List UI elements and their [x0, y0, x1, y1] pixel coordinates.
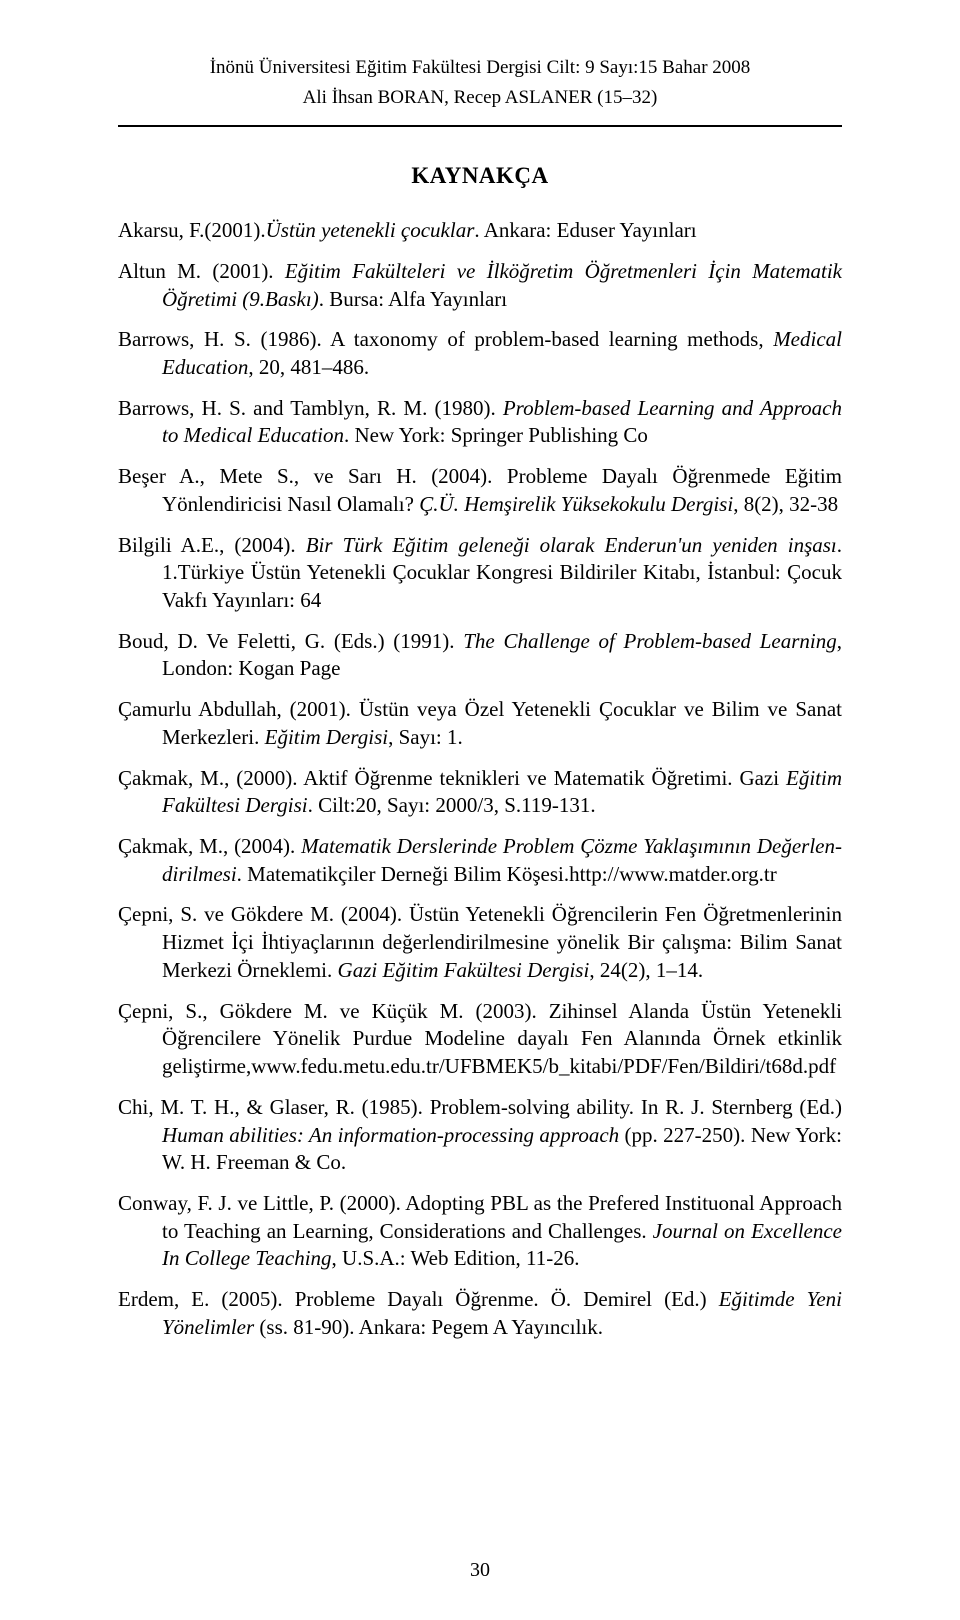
reference-text: . Ankara: Eduser Yayınları [474, 218, 696, 242]
running-header-line1: İnönü Üniversitesi Eğitim Fakültesi Derg… [118, 54, 842, 82]
reference-text: Çakmak, M., (2000). Aktif Öğrenme teknik… [118, 766, 786, 790]
reference-text: . Bursa: Alfa Yayınları [319, 287, 507, 311]
reference-text: Bilgili A.E., (2004). [118, 533, 306, 557]
reference-text: Çakmak, M., (2004). [118, 834, 301, 858]
reference-title-italic: Ç.Ü. Hemşirelik Yüksekokulu Dergisi [419, 492, 733, 516]
section-title: KAYNAKÇA [118, 163, 842, 189]
reference-text: Akarsu, F.(2001). [118, 218, 266, 242]
reference-entry: Conway, F. J. ve Little, P. (2000). Adop… [118, 1190, 842, 1273]
reference-entry: Barrows, H. S. and Tamblyn, R. M. (1980)… [118, 395, 842, 450]
reference-text: , U.S.A.: Web Edition, 11-26. [332, 1246, 580, 1270]
references-list: Akarsu, F.(2001).Üstün yetenekli çocukla… [118, 217, 842, 1341]
reference-entry: Çepni, S. ve Gökdere M. (2004). Üstün Ye… [118, 901, 842, 984]
reference-text: Barrows, H. S. and Tamblyn, R. M. (1980)… [118, 396, 503, 420]
reference-entry: Altun M. (2001). Eğitim Fakülteleri ve İ… [118, 258, 842, 313]
reference-entry: Beşer A., Mete S., ve Sarı H. (2004). Pr… [118, 463, 842, 518]
reference-text: Erdem, E. (2005). Probleme Dayalı Öğrenm… [118, 1287, 719, 1311]
reference-entry: Çamurlu Abdullah, (2001). Üstün veya Öze… [118, 696, 842, 751]
running-header-line2: Ali İhsan BORAN, Recep ASLANER (15–32) [118, 84, 842, 112]
document-page: İnönü Üniversitesi Eğitim Fakültesi Derg… [0, 0, 960, 1620]
reference-text: , 24(2), 1–14. [589, 958, 703, 982]
reference-entry: Erdem, E. (2005). Probleme Dayalı Öğrenm… [118, 1286, 842, 1341]
page-number: 30 [0, 1559, 960, 1582]
reference-text: . Matematikçiler Derneği Bilim Köşesi.ht… [237, 862, 777, 886]
reference-text: , 8(2), 32-38 [733, 492, 838, 516]
reference-text: , 20, 481–486. [248, 355, 369, 379]
reference-entry: Çakmak, M., (2004). Matematik Derslerind… [118, 833, 842, 888]
reference-text: (ss. 81-90). Ankara: Pegem A Yayıncılık. [254, 1315, 603, 1339]
reference-title-italic: Üstün yetenekli çocuklar [266, 218, 475, 242]
reference-entry: Barrows, H. S. (1986). A taxonomy of pro… [118, 326, 842, 381]
reference-entry: Akarsu, F.(2001).Üstün yetenekli çocukla… [118, 217, 842, 245]
reference-text: . New York: Springer Publishing Co [344, 423, 648, 447]
reference-text: Altun M. (2001). [118, 259, 285, 283]
reference-entry: Boud, D. Ve Feletti, G. (Eds.) (1991). T… [118, 628, 842, 683]
reference-entry: Çepni, S., Gökdere M. ve Küçük M. (2003)… [118, 998, 842, 1081]
reference-text: Çepni, S., Gökdere M. ve Küçük M. (2003)… [118, 999, 842, 1078]
header-rule [118, 125, 842, 127]
reference-text: Boud, D. Ve Feletti, G. (Eds.) (1991). [118, 629, 463, 653]
reference-text: . Cilt:20, Sayı: 2000/3, S.119-131. [308, 793, 596, 817]
reference-title-italic: Gazi Eğitim Fakültesi Dergisi [338, 958, 590, 982]
reference-title-italic: The Challenge of Problem-based Learning [463, 629, 837, 653]
running-header: İnönü Üniversitesi Eğitim Fakültesi Derg… [118, 54, 842, 111]
reference-title-italic: Eğitim Dergisi [265, 725, 388, 749]
reference-entry: Çakmak, M., (2000). Aktif Öğrenme teknik… [118, 765, 842, 820]
reference-text: , Sayı: 1. [388, 725, 463, 749]
reference-entry: Chi, M. T. H., & Glaser, R. (1985). Prob… [118, 1094, 842, 1177]
reference-title-italic: Bir Türk Eğitim geleneği olarak Enderun'… [306, 533, 837, 557]
reference-entry: Bilgili A.E., (2004). Bir Türk Eğitim ge… [118, 532, 842, 615]
reference-text: Barrows, H. S. (1986). A taxonomy of pro… [118, 327, 773, 351]
reference-text: Chi, M. T. H., & Glaser, R. (1985). Prob… [118, 1095, 842, 1119]
reference-text: Çamurlu Abdullah, (2001). Üstün veya Öze… [118, 697, 842, 749]
reference-title-italic: Human abilities: An information-processi… [162, 1123, 619, 1147]
